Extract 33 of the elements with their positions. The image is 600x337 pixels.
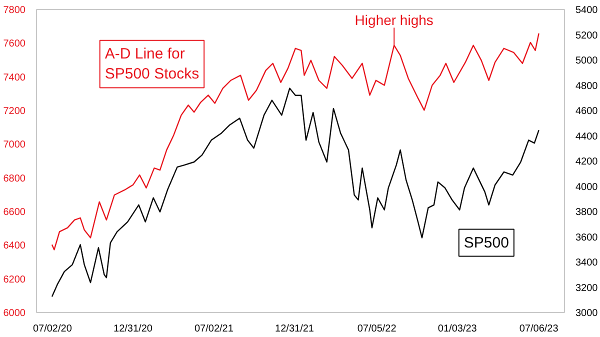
annotation: Higher highs [354,12,434,28]
y2-tick-label: 3000 [576,308,598,319]
y2-tick-label: 3600 [576,232,598,244]
y2-tick-label: 4800 [576,80,598,92]
x-tick-label: 12/31/20 [114,324,153,334]
y2-tick-label: 4400 [576,131,598,142]
y-tick-label: 7800 [3,5,26,16]
y-tick-label: 6400 [3,240,26,252]
y-tick-label: 7400 [3,72,26,84]
y2-tick-label: 4600 [576,106,598,117]
y-tick-label: 6200 [3,274,26,286]
y2-tick-label: 3800 [576,207,598,218]
x-tick-label: 07/05/22 [357,324,397,334]
y-tick-label: 7600 [3,38,26,50]
x-tick-label: 07/02/20 [32,324,72,334]
y2-tick-label: 4200 [576,156,598,168]
y2-tick-label: 5200 [576,30,598,42]
y2-tick-label: 5000 [576,56,598,66]
y2-tick-label: 5400 [576,5,598,16]
y2-tick-label: 4000 [576,182,598,193]
y-tick-label: 6000 [3,308,26,319]
y-tick-label: 7200 [3,106,26,117]
x-tick-label: 01/03/23 [438,324,478,334]
x-tick-label: 12/31/21 [275,324,314,334]
x-tick-label: 07/06/23 [519,324,559,334]
y2-tick-label: 3400 [576,258,598,268]
series-label: SP500 [464,234,509,252]
y-tick-label: 6600 [3,207,26,218]
y-tick-label: 7000 [3,140,26,151]
x-tick-label: 07/02/21 [194,324,234,334]
y2-tick-label: 3200 [576,282,598,294]
y-tick-label: 6800 [3,173,26,184]
series-label: A-D Line for SP500 Stocks [104,45,200,83]
